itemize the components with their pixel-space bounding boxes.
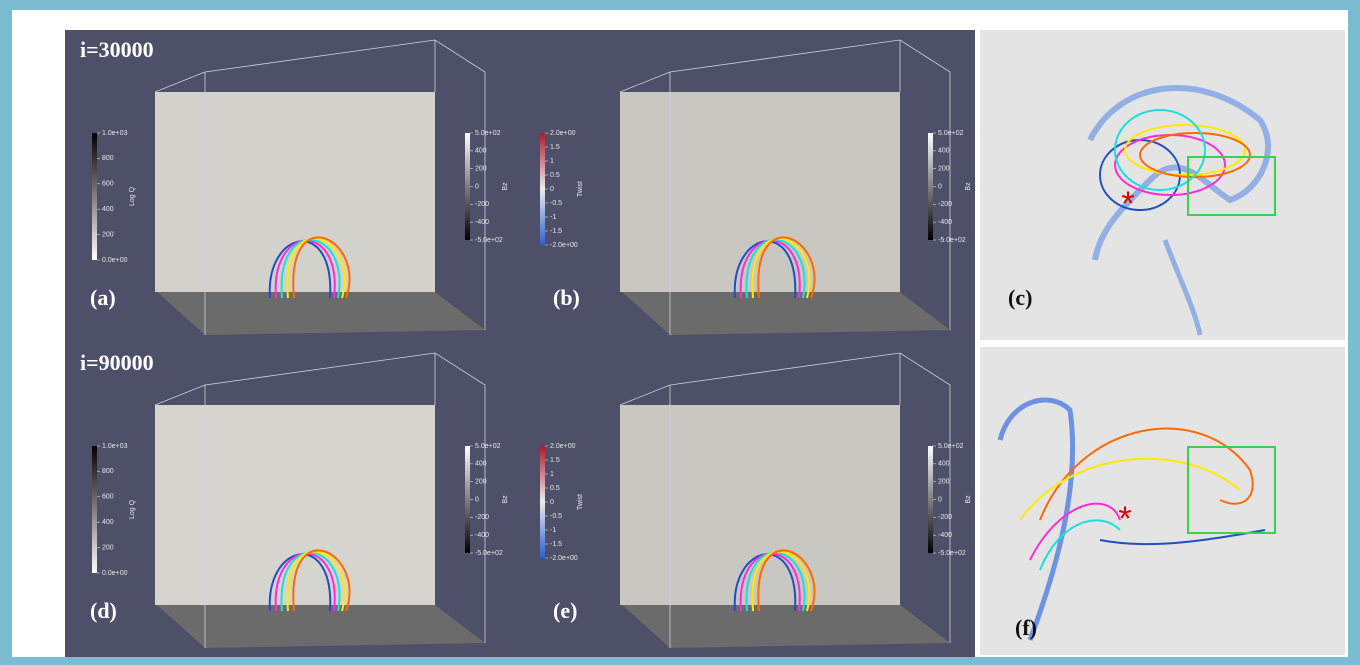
colorbar-tick-label: -1.5 — [550, 228, 562, 235]
colorbar-tick-label: 400 — [475, 461, 487, 468]
colorbar-tick-label: 5.0e+02 — [938, 443, 964, 450]
colorbar-tick-label: 400 — [475, 148, 487, 155]
colorbar-tick-label: -200 — [938, 201, 952, 208]
colorbar-title: Bz — [965, 182, 972, 191]
iteration-label: i=90000 — [80, 350, 154, 375]
svg-text:*: * — [1118, 500, 1131, 538]
colorbar-tick-label: -5.0e+02 — [475, 237, 503, 244]
colorbar-tick-label: 0.5 — [550, 485, 560, 492]
colorbar-tick-label: 2.0e+00 — [550, 130, 576, 137]
colorbar-tick-label: 0.5 — [550, 172, 560, 179]
colorbar-tick-label: -400 — [938, 219, 952, 226]
bottom-plane — [620, 603, 950, 648]
colorbar-tick-label: 1.0e+03 — [102, 130, 128, 137]
colorbar-tick-label: -5.0e+02 — [938, 237, 966, 244]
colorbar-tick-label: -400 — [475, 219, 489, 226]
iteration-label: i=30000 — [80, 37, 154, 62]
colorbar-tick-label: 1 — [550, 471, 554, 478]
colorbar — [465, 133, 470, 240]
colorbar-tick-label: 1 — [550, 158, 554, 165]
colorbar-tick-label: 600 — [102, 494, 114, 501]
colorbar-tick-label: 0 — [550, 186, 554, 193]
colorbar-tick-label: 400 — [938, 148, 950, 155]
bottom-plane — [620, 290, 950, 335]
colorbar-tick-label: 200 — [938, 479, 950, 486]
colorbar — [92, 133, 97, 260]
colorbar — [540, 133, 545, 245]
colorbar-tick-label: 1.0e+03 — [102, 443, 128, 450]
colorbar-tick-label: 0.0e+00 — [102, 570, 128, 577]
bottom-plane — [155, 290, 485, 335]
colorbar-tick-label: 200 — [102, 231, 114, 238]
colorbar-title: Twist — [577, 494, 584, 510]
colorbar-tick-label: 200 — [938, 166, 950, 173]
colorbar-tick-label: -0.5 — [550, 513, 562, 520]
colorbar — [540, 446, 545, 558]
colorbar-title: Bz — [502, 495, 509, 504]
svg-text:*: * — [1121, 185, 1134, 223]
colorbar-tick-label: -2.0e+00 — [550, 242, 578, 249]
colorbar — [465, 446, 470, 553]
colorbar-tick-label: 800 — [102, 155, 114, 162]
colorbar-tick-label: 1.5 — [550, 144, 560, 151]
colorbar-tick-label: -200 — [475, 201, 489, 208]
colorbar-tick-label: -0.5 — [550, 200, 562, 207]
colorbar-tick-label: 400 — [102, 519, 114, 526]
colorbar-tick-label: 0 — [475, 183, 479, 190]
colorbar-tick-label: 0 — [938, 183, 942, 190]
colorbar-title: Bz — [502, 182, 509, 191]
figure: 1.0e+03 800 600 400 200 0.0e+00 Log Q 5.0e+02 40… — [0, 0, 1360, 665]
colorbar-title: Log Q — [129, 186, 136, 206]
panel-label: (b) — [553, 285, 580, 310]
colorbar-tick-label: 400 — [938, 461, 950, 468]
colorbar-tick-label: 0 — [550, 499, 554, 506]
colorbar-tick-label: 5.0e+02 — [938, 130, 964, 137]
colorbar-tick-label: 0.0e+00 — [102, 257, 128, 264]
colorbar-tick-label: 400 — [102, 206, 114, 213]
map-panel-f — [980, 347, 1345, 655]
colorbar-tick-label: 1.5 — [550, 457, 560, 464]
colorbar — [928, 446, 933, 553]
colorbar — [92, 446, 97, 573]
panel-label: (e) — [553, 598, 577, 623]
colorbar-tick-label: -1.5 — [550, 541, 562, 548]
colorbar-tick-label: -400 — [938, 532, 952, 539]
colorbar-tick-label: 2.0e+00 — [550, 443, 576, 450]
colorbar-tick-label: -5.0e+02 — [475, 550, 503, 557]
panel-label: (c) — [1008, 285, 1032, 310]
map-panel-c — [980, 30, 1345, 340]
panel-label: (d) — [90, 598, 117, 623]
colorbar — [928, 133, 933, 240]
colorbar-tick-label: -1 — [550, 214, 556, 221]
colorbar-tick-label: 0 — [475, 496, 479, 503]
colorbar-tick-label: 200 — [475, 166, 487, 173]
colorbar-tick-label: -400 — [475, 532, 489, 539]
colorbar-tick-label: 200 — [475, 479, 487, 486]
colorbar-tick-label: -200 — [475, 514, 489, 521]
bottom-plane — [155, 603, 485, 648]
panel-label: (a) — [90, 285, 116, 310]
colorbar-tick-label: 200 — [102, 544, 114, 551]
colorbar-tick-label: -1 — [550, 527, 556, 534]
colorbar-tick-label: -200 — [938, 514, 952, 521]
colorbar-title: Bz — [965, 495, 972, 504]
colorbar-tick-label: 0 — [938, 496, 942, 503]
colorbar-tick-label: 5.0e+02 — [475, 443, 501, 450]
colorbar-tick-label: -2.0e+00 — [550, 555, 578, 562]
colorbar-title: Twist — [577, 181, 584, 197]
colorbar-tick-label: 5.0e+02 — [475, 130, 501, 137]
colorbar-title: Log Q — [129, 499, 136, 519]
colorbar-tick-label: 800 — [102, 468, 114, 475]
colorbar-tick-label: -5.0e+02 — [938, 550, 966, 557]
colorbar-tick-label: 600 — [102, 181, 114, 188]
panel-label: (f) — [1015, 615, 1037, 640]
